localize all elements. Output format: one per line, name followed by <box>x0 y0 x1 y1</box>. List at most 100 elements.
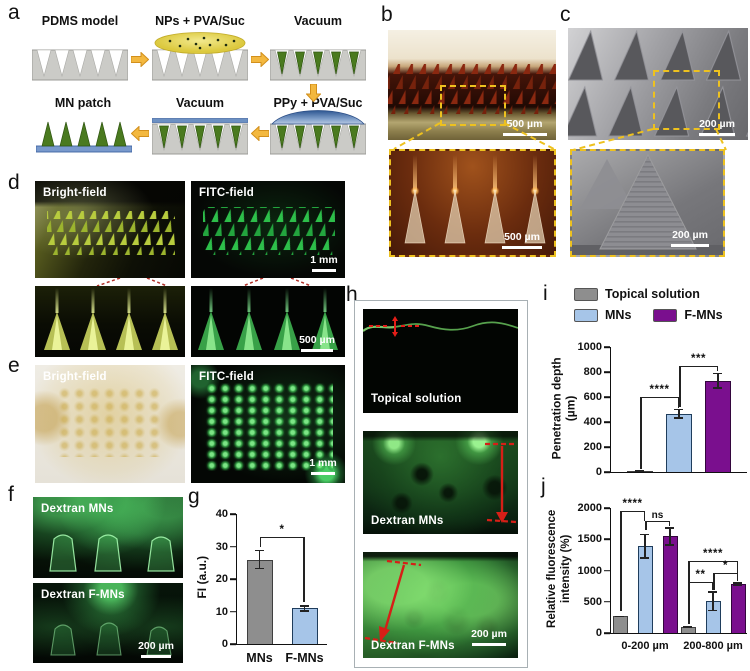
y-tick <box>230 513 236 515</box>
y-tick-label: 1000 <box>577 564 602 577</box>
error-bar <box>666 527 674 546</box>
plot-area: 0 10 20 30 40 MNs F-MNs * <box>216 508 327 665</box>
y-tick-label: 800 <box>583 366 602 378</box>
significance-label: **** <box>622 498 643 511</box>
dextran-f-mns-photo: Dextran F-MNs 200 µm <box>33 583 183 663</box>
y-tick <box>604 507 610 509</box>
panel-c: c 200 µm 200 µm <box>558 0 750 262</box>
panel-f: f Dextran MNs Dextran F-MNs <box>0 482 186 671</box>
significance-label: * <box>279 523 285 536</box>
panel-e-label: e <box>8 354 20 377</box>
step-label-vacuum-2: Vacuum <box>176 96 224 110</box>
panel-i-label: i <box>543 282 548 305</box>
fitc-field-photo: FITC-field 1 mm <box>191 181 345 278</box>
panel-b: b 500 µm <box>378 0 558 262</box>
process-arrow-left-icon <box>251 126 269 141</box>
y-tick <box>230 545 236 548</box>
mn-array-zoom-photo: 500 µm <box>389 149 556 257</box>
y-tick-label: 200 <box>583 441 602 453</box>
image-label: FITC-field <box>199 187 255 199</box>
panel-g-label: g <box>188 485 200 508</box>
topical-solution-section-photo: Topical solution <box>363 309 518 413</box>
panel-j-chart: j Relative fluorescence intensity (%) 0 5… <box>540 474 750 671</box>
mn-array-photo: 500 µm <box>388 30 556 140</box>
error-bar <box>616 615 624 618</box>
y-tick-label: 2000 <box>577 502 602 514</box>
y-tick-label: 0 <box>221 638 228 650</box>
x-category-label: MNs <box>246 651 273 665</box>
mn-patch-schematic <box>36 121 132 153</box>
y-axis-label: Relative fluorescence intensity (%) <box>546 509 572 628</box>
scale-bar: 200 µm <box>465 627 513 646</box>
x-category-label: F-MNs <box>285 651 324 665</box>
nps-casting-schematic <box>152 32 248 81</box>
scale-label: 200 µm <box>471 627 507 640</box>
y-tick <box>604 538 610 541</box>
error-bar <box>255 549 263 570</box>
y-tick-label: 20 <box>215 573 228 585</box>
scale-bar: 500 µm <box>496 230 548 249</box>
zoom-connector-lines <box>96 278 312 286</box>
scale-label: 1 mm <box>310 253 338 266</box>
sem-photo: 200 µm <box>568 28 748 140</box>
y-tick-label: 600 <box>583 391 602 403</box>
y-tick <box>230 610 236 613</box>
zoom-connector-lines <box>393 122 555 150</box>
significance-label: ns <box>651 510 664 522</box>
image-label: FITC-field <box>199 371 255 383</box>
y-tick-label: 400 <box>583 416 602 428</box>
residue-grid <box>57 387 163 457</box>
bar-i-0-1 <box>666 413 692 472</box>
panel-h: h Topical solution <box>346 283 540 671</box>
y-tick <box>230 643 236 645</box>
y-tick <box>604 600 610 603</box>
error-bar <box>636 470 644 472</box>
scale-label: 500 µm <box>504 230 540 243</box>
bar-j-1-2 <box>730 584 746 633</box>
image-label: Bright-field <box>43 187 107 199</box>
process-arrow-down-icon <box>306 84 321 102</box>
legend-label: MNs <box>605 308 632 322</box>
scale-label: 500 µm <box>506 117 543 130</box>
legend-swatch <box>574 308 598 322</box>
error-bar <box>709 591 717 612</box>
legend-swatch <box>574 287 598 301</box>
vacuum-fill-schematic <box>270 49 366 81</box>
process-arrow-left-icon <box>131 126 149 141</box>
error-bar <box>684 625 692 628</box>
y-tick <box>604 446 610 448</box>
dextran-mns-section-photo: Dextran MNs <box>363 431 518 534</box>
sem-zoom-photo: 200 µm <box>570 149 725 257</box>
bar-j-1-0 <box>680 626 696 633</box>
process-arrow-right-icon <box>131 52 149 67</box>
y-tick <box>604 471 610 473</box>
y-tick-label: 30 <box>215 540 228 553</box>
scale-bar: 1 mm <box>308 457 338 475</box>
panel-e: e Bright-field FITC-field 1 mm <box>0 355 350 483</box>
legend-label: Topical solution <box>605 287 700 301</box>
process-arrow-right-icon <box>251 52 269 67</box>
bar-g-1-0 <box>291 608 318 644</box>
x-category-label: 0-200 µm <box>621 640 669 652</box>
step-label-mn-patch: MN patch <box>54 96 112 110</box>
y-tick <box>604 371 610 373</box>
panel-i-chart: i Penetration depth (µm) 0 200 400 600 800 10… <box>540 281 750 479</box>
significance-bracket: **** <box>620 498 645 612</box>
significance-label: *** <box>691 353 706 366</box>
significance-bracket: ** <box>688 569 713 624</box>
significance-bracket: ns <box>645 510 670 530</box>
step-label-nps-pva-suc: NPs + PVA/Suc <box>155 14 245 28</box>
significance-label: * <box>723 559 728 572</box>
panel-f-label: f <box>8 483 14 506</box>
legend-item: MNs <box>574 308 631 322</box>
significance-bracket: * <box>713 560 738 590</box>
y-tick <box>604 396 610 398</box>
plot-area: 0 200 400 600 800 1000 **** *** <box>578 341 747 478</box>
y-tick-label: 40 <box>215 508 228 520</box>
y-tick <box>604 346 610 348</box>
y-tick <box>230 578 236 580</box>
y-tick <box>604 569 610 572</box>
significance-label: **** <box>649 384 670 396</box>
scale-label: 200 µm <box>699 117 735 130</box>
legend-swatch <box>653 308 678 322</box>
